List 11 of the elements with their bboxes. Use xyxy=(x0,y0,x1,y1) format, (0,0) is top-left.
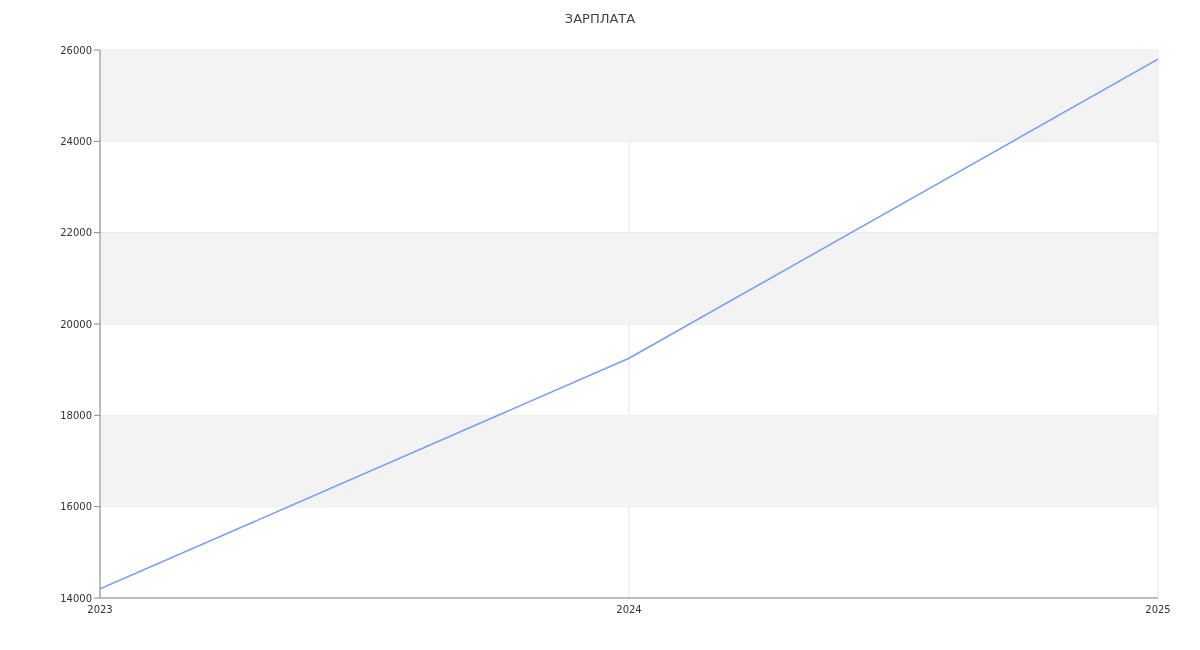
chart-title: ЗАРПЛАТА xyxy=(563,10,637,28)
x-tick-label: 2023 xyxy=(87,604,113,616)
y-tick-label: 18000 xyxy=(60,409,92,421)
y-tick-label: 22000 xyxy=(60,227,92,239)
y-tick-label: 26000 xyxy=(60,44,92,56)
y-tick-label: 14000 xyxy=(60,592,92,604)
x-tick-label: 2025 xyxy=(1145,604,1171,616)
x-tick-label: 2024 xyxy=(616,604,642,616)
y-tick-label: 16000 xyxy=(60,501,92,513)
y-tick-label: 24000 xyxy=(60,135,92,147)
y-tick-label: 20000 xyxy=(60,318,92,330)
